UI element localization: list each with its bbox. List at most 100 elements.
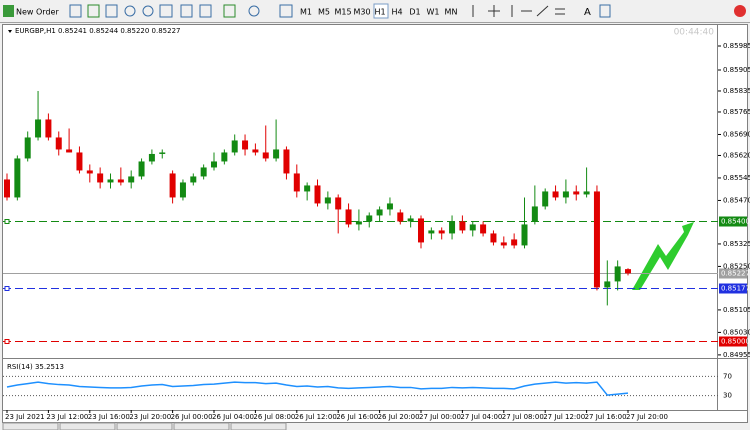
- candle-body: [169, 173, 176, 198]
- y-tick-label: 0.85545: [723, 174, 750, 182]
- candle-body: [480, 224, 487, 234]
- icon: [159, 4, 173, 18]
- icon: [279, 4, 293, 18]
- timeframe-button[interactable]: M30: [353, 8, 370, 17]
- text-tool: A: [584, 7, 591, 18]
- timeframe-button[interactable]: H4: [391, 8, 402, 17]
- tab[interactable]: [230, 422, 287, 430]
- x-tick-label: 26 Jul 04:00: [212, 413, 254, 421]
- x-tick-label: 26 Jul 16:00: [336, 413, 378, 421]
- timeframe-button[interactable]: MN: [445, 8, 458, 17]
- candle-body: [242, 140, 249, 150]
- x-tick-label: 27 Jul 16:00: [585, 413, 627, 421]
- candle-body: [345, 209, 352, 225]
- icon: [69, 4, 82, 18]
- timeframe-button[interactable]: M15: [334, 8, 351, 17]
- tab[interactable]: [116, 422, 173, 430]
- candle-body: [490, 233, 497, 243]
- candle-body: [521, 224, 528, 246]
- y-tick-label: 0.85325: [723, 240, 750, 248]
- y-tick-label: 0.85765: [723, 108, 750, 116]
- x-tick-label: 27 Jul 08:00: [502, 413, 544, 421]
- candle-body: [593, 191, 600, 288]
- y-tick-label: 0.85470: [723, 196, 750, 204]
- tab[interactable]: [59, 422, 116, 430]
- rsi-tick-label: 30: [723, 392, 732, 400]
- y-tick-label: 0.85690: [723, 130, 750, 138]
- candle-body: [107, 179, 114, 183]
- timeframe-button[interactable]: D1: [409, 8, 420, 17]
- candle-body: [55, 137, 62, 150]
- label-tool: [599, 4, 611, 18]
- candle-body: [335, 197, 342, 210]
- level-label: 0.85177: [721, 285, 750, 293]
- new-order-label: New Order: [16, 8, 59, 17]
- y-tick-label: 0.85250: [723, 262, 750, 270]
- candle-body: [273, 149, 280, 159]
- chart-window: [2, 24, 748, 423]
- candle-body: [469, 224, 476, 231]
- level-label: 0.85000: [721, 338, 750, 346]
- chart-menu-arrow[interactable]: [8, 30, 12, 33]
- candle-body: [376, 209, 383, 216]
- candle-body: [407, 218, 414, 222]
- alert-icon: [734, 5, 746, 17]
- y-tick-label: 0.85985: [723, 42, 750, 50]
- zoom-out: [142, 5, 154, 17]
- candle-body: [4, 179, 10, 198]
- candle-body: [386, 203, 393, 210]
- candle-body: [200, 167, 207, 177]
- icon: [180, 4, 193, 18]
- new-order-icon: [3, 5, 14, 17]
- candle-body: [428, 230, 435, 234]
- x-tick-label: 23 Jul 2021: [5, 413, 45, 421]
- candle-body: [604, 281, 611, 288]
- candle-body: [449, 221, 456, 234]
- candle-body: [190, 176, 197, 183]
- new-order-button[interactable]: New Order: [3, 5, 59, 17]
- candle-body: [138, 161, 145, 177]
- x-tick-label: 26 Jul 12:00: [295, 413, 337, 421]
- level-anchor: [4, 219, 10, 224]
- chart-header: EURGBP,H1 0.85241 0.85244 0.85220 0.8522…: [15, 27, 181, 35]
- icon: [87, 4, 100, 18]
- level-box: [719, 216, 747, 227]
- icon: [199, 4, 212, 18]
- x-tick-label: 26 Jul 20:00: [378, 413, 420, 421]
- level-anchor: [4, 339, 10, 344]
- tool-icons[interactable]: A: [69, 4, 746, 18]
- timeframe-button[interactable]: M1: [300, 8, 312, 17]
- x-tick-label: 26 Jul 00:00: [171, 413, 213, 421]
- timeframe-button[interactable]: W1: [427, 8, 440, 17]
- x-tick-label: 23 Jul 20:00: [129, 413, 171, 421]
- candle-body: [221, 152, 228, 162]
- timeframe-active: [373, 3, 389, 19]
- x-tick-label: 23 Jul 12:00: [46, 413, 88, 421]
- candle-body: [128, 176, 135, 183]
- candle-body: [314, 185, 321, 204]
- tab[interactable]: [173, 422, 230, 430]
- candle-body: [625, 269, 631, 274]
- trendline: [536, 5, 549, 17]
- timeframe-button[interactable]: H1: [374, 8, 385, 17]
- timeframe-button[interactable]: M5: [318, 8, 330, 17]
- candle-body: [397, 212, 404, 222]
- candle-body: [324, 197, 331, 204]
- x-tick-label: 27 Jul 04:00: [460, 413, 502, 421]
- x-tick-label: 27 Jul 12:00: [543, 413, 585, 421]
- level-label: 0.85400: [721, 218, 750, 226]
- y-tick-label: 0.85835: [723, 87, 750, 95]
- tab[interactable]: [2, 422, 59, 430]
- rsi-line: [6, 381, 629, 396]
- clock: [248, 5, 260, 17]
- level-box: [719, 283, 747, 294]
- level-anchor: [4, 286, 10, 291]
- candle-body: [366, 215, 373, 222]
- candle-body: [97, 173, 104, 183]
- level-box: [719, 336, 747, 347]
- rsi-label: RSI(14) 35.2513: [7, 363, 64, 371]
- x-tick-label: 27 Jul 20:00: [626, 413, 668, 421]
- candle-body: [355, 221, 362, 225]
- y-tick-label: 0.84955: [723, 351, 750, 359]
